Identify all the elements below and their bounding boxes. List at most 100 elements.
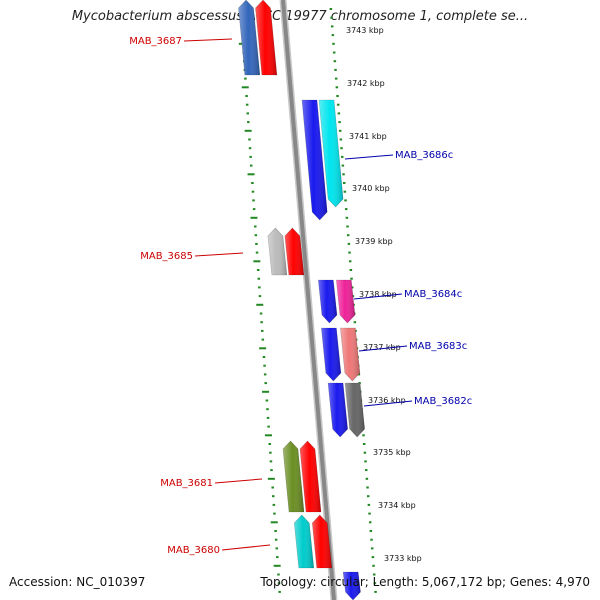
feature-shade-6	[318, 280, 337, 323]
tick-dot	[334, 68, 337, 71]
gene-labels: MAB_3687 MAB_3686c MAB_3685 MAB_3684c MAB_36…	[129, 36, 472, 556]
tick-dot	[254, 225, 257, 228]
tick-dot	[371, 556, 375, 559]
tick-dot	[373, 582, 377, 585]
tick-dot	[349, 269, 353, 271]
tick-dot	[272, 495, 275, 498]
tick-dot	[263, 373, 267, 376]
gene-label-MAB_3681: MAB_3681	[160, 478, 213, 489]
tick-dot	[267, 477, 275, 480]
feature-shade-10	[328, 383, 348, 437]
tick-label-3743: 3743 kbp	[346, 26, 384, 35]
tick-dot	[367, 503, 371, 506]
tick-dot	[341, 164, 345, 167]
tick-dot	[329, 8, 333, 10]
tick-dot	[265, 399, 269, 402]
tick-dot	[348, 260, 352, 263]
feature-shade-4	[267, 228, 287, 275]
feature-track	[238, 0, 365, 600]
feature-shade-12	[282, 441, 305, 512]
tick-dot	[259, 312, 263, 315]
tick-dot	[277, 582, 281, 585]
tick-dot	[267, 425, 270, 428]
tick-dot	[334, 77, 338, 80]
tick-dot	[370, 538, 373, 541]
tick-dot	[332, 42, 335, 45]
feature-shade-13	[299, 441, 322, 512]
tick-dot	[336, 103, 340, 106]
gene-label-MAB_3682c: MAB_3682c	[414, 396, 472, 407]
tick-dot	[347, 242, 351, 245]
tick-dot	[256, 303, 264, 306]
leader-line-MAB_3686c	[344, 154, 394, 160]
tick-dot	[330, 16, 333, 19]
tick-dot	[362, 434, 365, 437]
feature-shade-0	[238, 0, 260, 75]
feature-shade-15	[312, 515, 332, 568]
tick-labels: 3743 kbp 3742 kbp 3741 kbp 3740 kbp 3739 kbp…	[346, 26, 422, 563]
tick-dot	[273, 564, 281, 567]
tick-dot	[274, 530, 277, 532]
tick-dot	[270, 521, 278, 524]
tick-dot	[340, 155, 344, 158]
feature-shade-3	[319, 100, 344, 207]
tick-dot	[260, 321, 263, 324]
tick-dot	[276, 556, 279, 559]
tick-dot	[253, 260, 261, 263]
tick-dot	[274, 538, 278, 541]
tick-dot	[338, 121, 341, 124]
tick-dot	[271, 486, 274, 489]
tick-dot	[257, 277, 261, 280]
tick-dot	[337, 112, 341, 115]
leader-line-MAB_3684c	[353, 293, 403, 300]
feature-shade-5	[284, 228, 304, 275]
backbone-line	[281, 0, 336, 600]
tick-dot	[275, 547, 278, 550]
tick-label-3741: 3741 kbp	[349, 132, 387, 141]
feature-shade-2	[302, 100, 328, 220]
tick-label-3742: 3742 kbp	[347, 79, 385, 88]
tick-dot	[245, 103, 249, 106]
tick-dot	[339, 138, 343, 141]
tick-dot	[353, 321, 357, 324]
tick-dot	[364, 469, 368, 472]
feature-shade-14	[294, 515, 314, 568]
tick-label-3740: 3740 kbp	[352, 184, 390, 193]
tick-dot	[264, 382, 267, 385]
tick-dot	[262, 390, 270, 393]
gene-label-MAB_3686c: MAB_3686c	[395, 150, 453, 161]
leader-line-MAB_3687	[183, 38, 233, 42]
tick-dot	[269, 460, 273, 463]
feature-shade-1	[255, 0, 277, 75]
tick-dot	[266, 416, 270, 419]
feature-shade-8	[321, 328, 341, 381]
tick-dot	[340, 147, 343, 150]
tick-dot	[348, 251, 351, 254]
leader-line-MAB_3682c	[363, 400, 413, 407]
tick-dot	[249, 164, 253, 167]
tick-dot	[374, 590, 377, 593]
tick-dot	[248, 147, 252, 150]
tick-label-3734: 3734 kbp	[378, 501, 416, 510]
tick-dot	[245, 95, 248, 97]
tick-dot	[261, 338, 265, 341]
tick-dot	[372, 573, 376, 576]
tick-dot	[364, 460, 367, 463]
tick-dot	[246, 112, 249, 115]
tick-dot	[258, 286, 261, 289]
tick-label-3738: 3738 kbp	[359, 290, 397, 299]
feature-shade-16	[343, 572, 361, 600]
tick-dot	[331, 34, 335, 37]
tick-dot	[247, 121, 250, 124]
gene-label-MAB_3685: MAB_3685	[140, 251, 193, 262]
tick-dot	[332, 51, 336, 54]
tick-dot	[350, 286, 354, 289]
tick-dot	[350, 277, 353, 280]
tick-dot	[333, 60, 337, 63]
tick-dot	[336, 95, 339, 97]
feature-shade-9	[340, 328, 360, 381]
feature-shade-11	[345, 383, 365, 437]
tick-dot	[258, 295, 262, 298]
tick-dot	[262, 356, 266, 358]
tick-dot	[250, 216, 258, 219]
